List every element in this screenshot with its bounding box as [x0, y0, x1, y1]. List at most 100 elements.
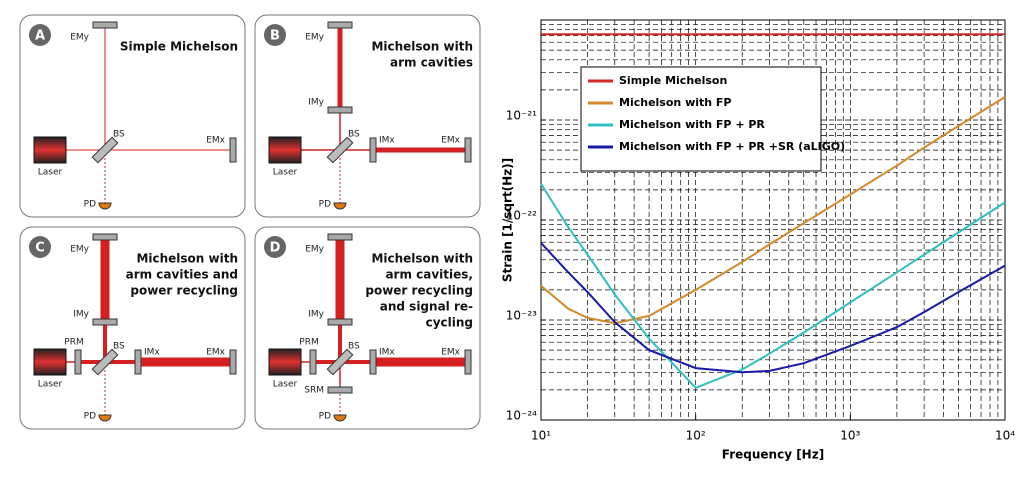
legend-label: Michelson with FP + PR +SR (aLIGO)	[619, 140, 845, 153]
x-tick-label: 10⁴	[995, 429, 1015, 443]
component-label: PD	[319, 412, 331, 422]
beam-splitter	[326, 136, 354, 164]
component-label: EMx	[206, 136, 225, 146]
x-axis-label: Frequency [Hz]	[722, 448, 824, 462]
legend-box	[580, 66, 822, 172]
diagram-panel: SRM PD Laser EMy EMx IMy IMx PRM BS D Michelson wi…	[254, 226, 481, 430]
laser	[268, 136, 302, 164]
mirror	[92, 21, 118, 29]
component-label: Laser	[38, 380, 63, 390]
mirror	[92, 233, 118, 241]
photodiode	[98, 414, 112, 422]
mirror	[369, 137, 377, 163]
panel-letter: B	[270, 29, 280, 44]
panel-badge	[264, 24, 286, 46]
component-label: EMx	[441, 136, 460, 146]
component-label: PD	[84, 412, 96, 422]
panel-title: Simple Michelson	[120, 40, 238, 54]
legend-label: Simple Michelson	[619, 74, 727, 87]
mirror	[92, 318, 118, 326]
component-label: IMx	[144, 348, 160, 358]
mirror	[74, 349, 82, 375]
y-tick-label: 10⁻²¹	[506, 109, 537, 123]
component-label: EMy	[70, 33, 89, 43]
panel-border	[254, 226, 481, 430]
mirror	[327, 386, 353, 394]
panel-border	[19, 226, 246, 430]
mirror	[327, 318, 353, 326]
mirror	[369, 349, 377, 375]
component-label: PRM	[299, 338, 318, 348]
legend-label: Michelson with FP	[619, 96, 732, 109]
component-label: IMx	[379, 348, 395, 358]
x-tick-label: 10³	[840, 429, 860, 443]
component-label: EMx	[206, 348, 225, 358]
component-label: IMy	[308, 98, 324, 108]
panel-border	[254, 14, 481, 218]
component-label: EMy	[305, 33, 324, 43]
mirror	[327, 106, 353, 114]
mirror	[134, 349, 142, 375]
component-label: Laser	[273, 380, 298, 390]
component-label: PD	[319, 200, 331, 210]
x-tick-label: 10¹	[531, 429, 551, 443]
beam-splitter	[91, 348, 119, 376]
mirror	[309, 349, 317, 375]
mirror	[464, 137, 472, 163]
diagram-panel: PD Laser EMy EMx IMy IMx BS B Michelson with arm …	[254, 14, 481, 218]
series-line	[540, 242, 1006, 374]
laser	[33, 136, 67, 164]
mirror	[327, 21, 353, 29]
panel-title: Michelson with	[371, 252, 473, 266]
panel-badge	[264, 236, 286, 258]
panel-title: Michelson with	[371, 40, 473, 54]
component-label: Laser	[273, 168, 298, 178]
mirror	[327, 233, 353, 241]
laser	[33, 348, 67, 376]
photodiode	[98, 202, 112, 210]
panel-border	[19, 14, 246, 218]
y-tick-label: 10⁻²²	[506, 209, 537, 223]
x-tick-label: 10²	[686, 429, 706, 443]
mirror	[464, 349, 472, 375]
component-label: BS	[348, 130, 360, 140]
component-label: BS	[348, 342, 360, 352]
component-label: PD	[84, 200, 96, 210]
panel-letter: C	[35, 241, 45, 256]
series-line	[540, 183, 1006, 389]
panel-badge	[29, 24, 51, 46]
diagram-panel: PD Laser EMy EMx BS A Simple Michelson	[19, 14, 246, 218]
mirror	[229, 349, 237, 375]
panel-title: arm cavities,	[385, 268, 473, 282]
photodiode	[333, 202, 347, 210]
beam-splitter	[91, 136, 119, 164]
legend-label: Michelson with FP + PR	[619, 118, 765, 131]
component-label: IMy	[308, 310, 324, 320]
panel-title: Michelson with	[136, 252, 238, 266]
component-label: EMy	[305, 245, 324, 255]
diagram-panel: PD Laser EMy EMx IMy IMx PRM BS C Michelson with a…	[19, 226, 246, 430]
laser	[268, 348, 302, 376]
component-label: Laser	[38, 168, 63, 178]
panel-title: power recycling	[365, 284, 473, 298]
component-label: BS	[113, 130, 125, 140]
y-axis-label: Strain [1/sqrt(Hz)]	[501, 158, 515, 282]
beam-splitter	[326, 348, 354, 376]
component-label: EMx	[441, 348, 460, 358]
panel-title: arm cavities	[390, 56, 473, 70]
panel-title: arm cavities and	[126, 268, 238, 282]
component-label: IMx	[379, 136, 395, 146]
panel-title: power recycling	[130, 284, 238, 298]
mirror	[229, 137, 237, 163]
component-label: PRM	[64, 338, 83, 348]
panel-title: and signal re-	[380, 300, 473, 314]
y-tick-label: 10⁻²³	[506, 309, 537, 323]
component-label: IMy	[73, 310, 89, 320]
series-line	[540, 96, 1006, 325]
panel-letter: D	[270, 241, 281, 256]
component-label: EMy	[70, 245, 89, 255]
component-label: BS	[113, 342, 125, 352]
y-tick-label: 10⁻²⁴	[506, 409, 537, 423]
panel-letter: A	[35, 29, 45, 44]
